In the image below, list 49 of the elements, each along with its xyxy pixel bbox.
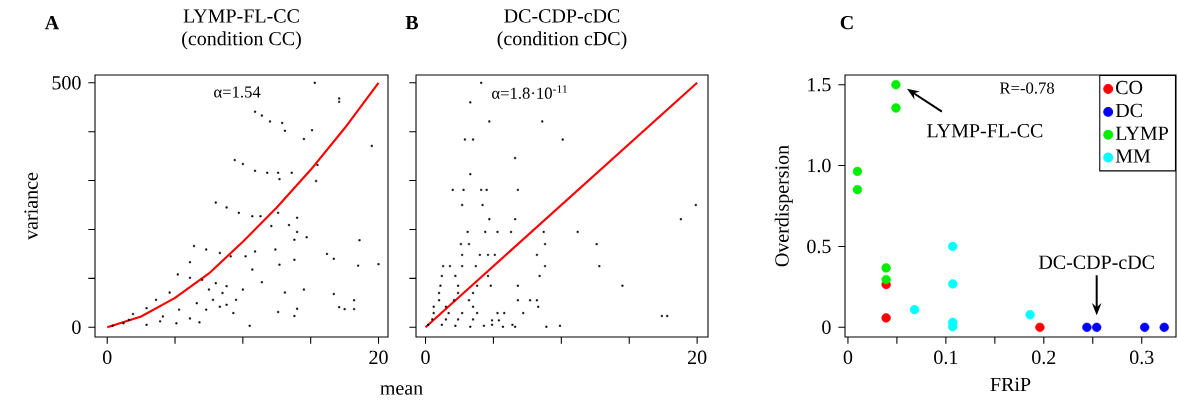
x-axis-title: mean [380, 385, 423, 395]
x-tick-label: 0.2 [1032, 350, 1056, 365]
x-tick-label: 0 [843, 350, 853, 365]
y-tick-label: 0 [822, 320, 831, 335]
x-tick-label: 20 [688, 350, 707, 365]
point [881, 263, 891, 273]
legend-label: CO [1116, 80, 1143, 95]
x-tick-label: 0 [421, 350, 430, 365]
point [1140, 322, 1150, 332]
point [948, 279, 958, 289]
annotation: α=1.54 [214, 86, 261, 98]
legend-label: MM [1115, 149, 1151, 163]
point [948, 241, 958, 252]
point [891, 80, 901, 90]
point [1159, 322, 1169, 332]
x-tick-label: 0.1 [934, 350, 958, 365]
y-tick-label: 1.5 [808, 77, 831, 92]
chart-title: LYMP-FL-CC [183, 9, 299, 23]
y-axis-title: Overdispersion [774, 145, 793, 267]
point [881, 313, 891, 323]
y-tick-label: 1.0 [808, 158, 831, 173]
y-axis-title: variance [24, 172, 38, 240]
point [1092, 322, 1102, 332]
x-tick-label: 20 [369, 350, 388, 365]
y-tick-label: 500 [52, 76, 81, 90]
point [852, 185, 863, 195]
point [1035, 322, 1045, 332]
text: B [405, 16, 419, 30]
point [1025, 310, 1035, 320]
legend-label: DC [1115, 103, 1142, 118]
annotation: α=1.8·10$^{-11}$ [492, 85, 567, 99]
point [1082, 322, 1092, 332]
chart-title: DC-CDP-cDC [504, 9, 620, 23]
point [891, 103, 901, 113]
annotation: LYMP-FL-CC [927, 123, 1043, 138]
text: A [44, 16, 59, 30]
text: C [840, 15, 853, 30]
point [852, 166, 863, 177]
chart-subtitle: (condition CC) [182, 31, 301, 50]
y-tick-label: 0.5 [807, 239, 831, 254]
legend-label: LYMP [1115, 126, 1168, 140]
chart-subtitle: (condition cDC) [497, 31, 627, 50]
point [881, 274, 891, 285]
x-axis-title: FRiP [990, 377, 1031, 392]
x-tick-label: 0 [102, 350, 112, 365]
annotation: DC-CDP-cDC [1038, 255, 1154, 270]
x-tick-label: 0.3 [1129, 350, 1154, 365]
annotation: R=-0.78 [999, 82, 1055, 94]
point [909, 305, 920, 315]
